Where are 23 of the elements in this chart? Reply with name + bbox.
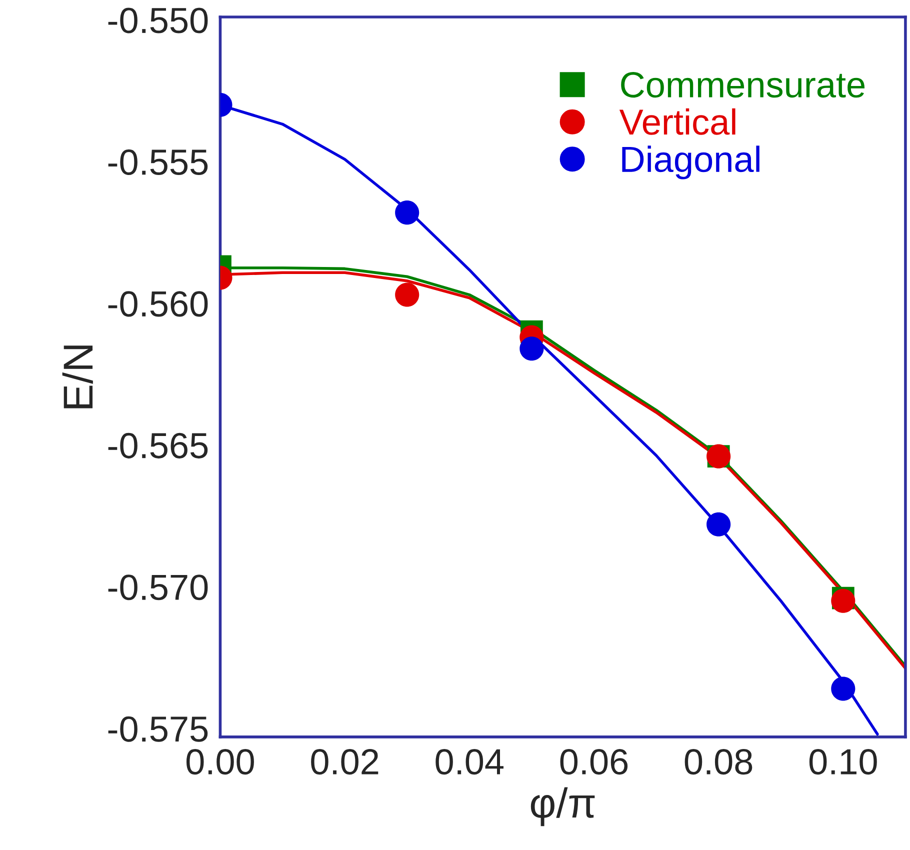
y-tick-label: -0.555: [108, 149, 208, 175]
x-tick-label: 0.02: [311, 749, 378, 775]
y-tick-label: -0.565: [108, 432, 208, 458]
x-tick-label: 0.00: [186, 749, 254, 775]
legend-label: Commensurate: [621, 72, 865, 98]
point: [831, 676, 856, 701]
x-axis-title: φ/π: [530, 787, 595, 826]
legend-label: Vertical: [619, 108, 736, 135]
x-tick-label: 0.06: [560, 749, 628, 775]
legend-label: Diagonal: [622, 146, 760, 180]
x-tick-label: 0.10: [809, 749, 877, 775]
y-tick-label: -0.575: [108, 716, 208, 742]
point: [395, 282, 420, 307]
point: [706, 512, 731, 536]
point: [395, 200, 420, 225]
y-tick-label: -0.560: [108, 291, 208, 317]
y-axis-title: E/N: [62, 346, 93, 408]
point: [831, 588, 856, 613]
point: [520, 336, 544, 361]
x-tick-label: 0.08: [684, 749, 752, 775]
y-tick-label: -0.550: [108, 8, 208, 34]
x-tick-label: 0.04: [436, 749, 504, 775]
y-tick-label: -0.570: [108, 574, 208, 600]
